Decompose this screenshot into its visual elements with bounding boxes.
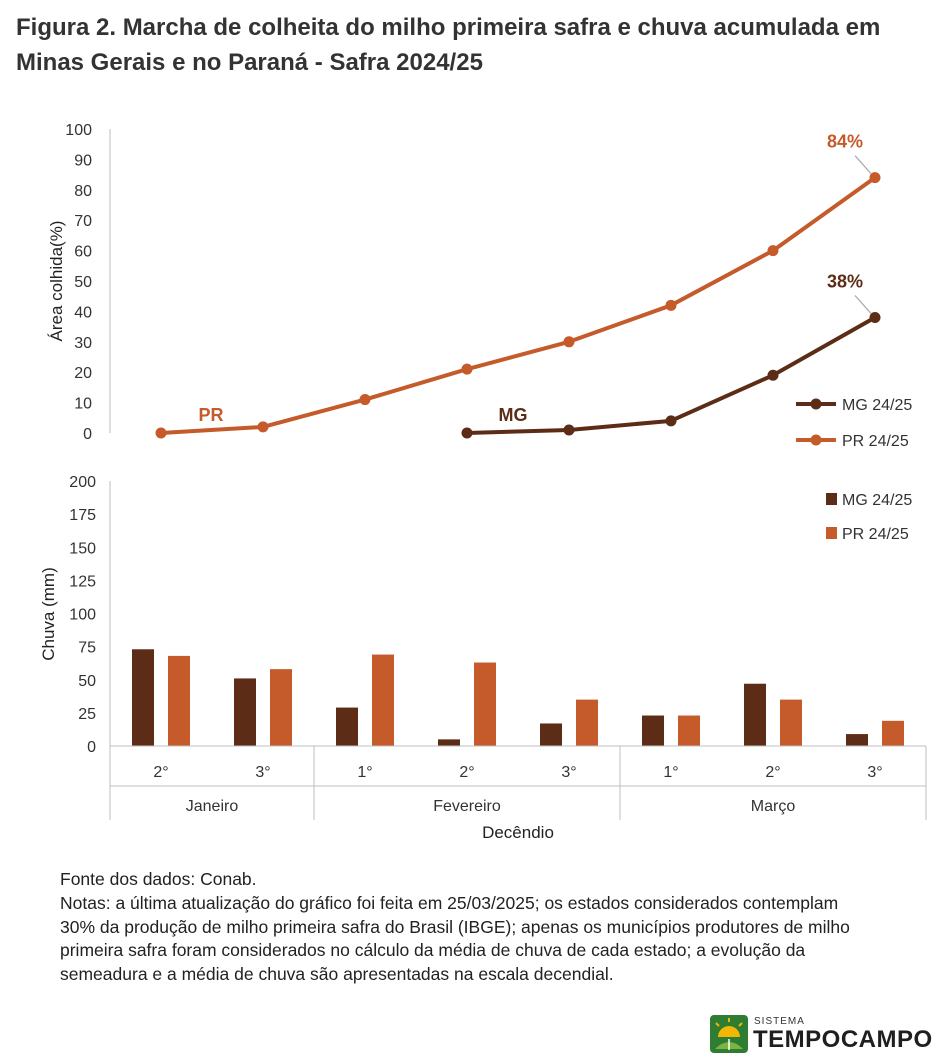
line-y-tick-label: 10 xyxy=(74,396,92,413)
line-y-tick-label: 0 xyxy=(83,426,92,443)
line-legend-marker xyxy=(810,434,822,446)
line-point xyxy=(563,424,575,436)
bar-x-tick-label: 2° xyxy=(153,764,168,781)
bar-x-tick-label: 2° xyxy=(765,764,780,781)
bar-pr xyxy=(678,715,700,746)
line-y-tick-label: 60 xyxy=(74,244,92,261)
harvest-line-chart: 0 10 20 30 40 50 60 70 80 90 100 Área colhida(%) MG 3… xyxy=(47,122,912,450)
bar-legend-swatch xyxy=(826,493,837,505)
line-end-value-label: 38% xyxy=(827,271,863,291)
bar-x-tick-label: 2° xyxy=(459,764,474,781)
bar-mg xyxy=(438,739,460,746)
bar-mg xyxy=(132,649,154,746)
bar-x-tick-label: 3° xyxy=(867,764,882,781)
line-y-tick-label: 50 xyxy=(74,274,92,291)
bar-mg xyxy=(540,723,562,746)
line-y-axis-label: Área colhida(%) xyxy=(47,221,66,342)
line-point xyxy=(665,415,677,427)
line-series-inline-label: PR xyxy=(198,405,223,425)
bar-pr xyxy=(168,655,190,746)
line-y-tick-label: 100 xyxy=(65,122,92,139)
bar-group-label: Março xyxy=(751,798,796,815)
line-point xyxy=(665,299,677,311)
bar-legend-label: PR 24/25 xyxy=(842,526,909,543)
bar-y-tick-label: 125 xyxy=(69,573,96,590)
source-note: Fonte dos dados: Conab. xyxy=(60,869,257,889)
line-y-tick-label: 90 xyxy=(74,152,92,169)
line-series-pr xyxy=(160,176,877,435)
bar-y-tick-label: 175 xyxy=(69,507,96,524)
bar-group-label: Janeiro xyxy=(186,798,239,815)
line-point xyxy=(563,336,575,348)
bar-group-label: Fevereiro xyxy=(433,798,501,815)
notes-text: Notas: a última atualização do gráfico f… xyxy=(60,892,850,985)
bar-pr xyxy=(474,662,496,746)
sistema-tempocampo-logo: SISTEMA TEMPOCAMPO xyxy=(710,1012,933,1056)
bar-x-tick-label: 1° xyxy=(357,764,372,781)
line-point xyxy=(767,369,779,381)
bar-x-tick-label: 3° xyxy=(255,764,270,781)
line-point xyxy=(869,311,881,323)
bar-y-tick-label: 75 xyxy=(78,640,96,657)
line-series-inline-label: MG xyxy=(499,405,528,425)
bar-pr xyxy=(780,699,802,746)
line-y-tick-label: 80 xyxy=(74,183,92,200)
line-point xyxy=(257,421,269,433)
rainfall-bar-chart: 0 25 50 75 100 125 150 175 200 Chuva (mm) 2° 3° 1° 2°… xyxy=(39,474,927,842)
line-point xyxy=(359,394,371,406)
line-end-value-label: 84% xyxy=(827,132,863,152)
bar-y-tick-label: 50 xyxy=(78,673,96,690)
bar-y-axis-label: Chuva (mm) xyxy=(39,567,58,661)
line-legend-label: MG 24/25 xyxy=(842,397,912,414)
bar-x-axis-label: Decêndio xyxy=(482,823,554,842)
chart: 0 10 20 30 40 50 60 70 80 90 100 Área colhida(%) MG 3… xyxy=(39,122,927,842)
bar-pr xyxy=(576,699,598,746)
line-point xyxy=(461,427,473,439)
bar-y-tick-label: 100 xyxy=(69,607,96,624)
bar-mg xyxy=(234,678,256,746)
bar-y-tick-label: 0 xyxy=(87,739,96,756)
logo-wordmark: TEMPOCAMPO xyxy=(753,1026,933,1053)
bar-mg xyxy=(336,707,358,746)
line-end-leader xyxy=(854,295,872,314)
bar-mg xyxy=(642,715,664,746)
line-legend-label: PR 24/25 xyxy=(842,433,909,450)
logo-system-text: SISTEMA xyxy=(754,1016,805,1027)
bar-legend-label: MG 24/25 xyxy=(842,492,912,509)
line-y-tick-label: 40 xyxy=(74,304,92,321)
line-point xyxy=(869,172,881,184)
line-point xyxy=(767,245,779,257)
line-y-tick-label: 20 xyxy=(74,365,92,382)
bar-x-tick-label: 1° xyxy=(663,764,678,781)
bar-mg xyxy=(846,734,868,746)
figure-title: Figura 2. Marcha de colheita do milho pr… xyxy=(16,14,881,76)
bar-x-tick-label: 3° xyxy=(561,764,576,781)
line-y-tick-label: 70 xyxy=(74,213,92,230)
line-legend-marker xyxy=(810,398,822,410)
logo-mark-icon xyxy=(710,1015,748,1053)
line-point xyxy=(155,427,167,439)
bar-y-tick-label: 150 xyxy=(69,540,96,557)
bar-mg xyxy=(744,683,766,746)
line-y-tick-label: 30 xyxy=(74,335,92,352)
line-point xyxy=(461,363,473,375)
bar-pr xyxy=(372,654,394,746)
bar-y-tick-label: 200 xyxy=(69,474,96,491)
line-end-leader xyxy=(854,155,872,175)
bar-y-tick-label: 25 xyxy=(78,706,96,723)
bar-legend-swatch xyxy=(826,527,837,539)
bar-pr xyxy=(882,720,904,746)
bar-pr xyxy=(270,669,292,746)
notes: Fonte dos dados: Conab. Notas: a última … xyxy=(60,868,860,987)
